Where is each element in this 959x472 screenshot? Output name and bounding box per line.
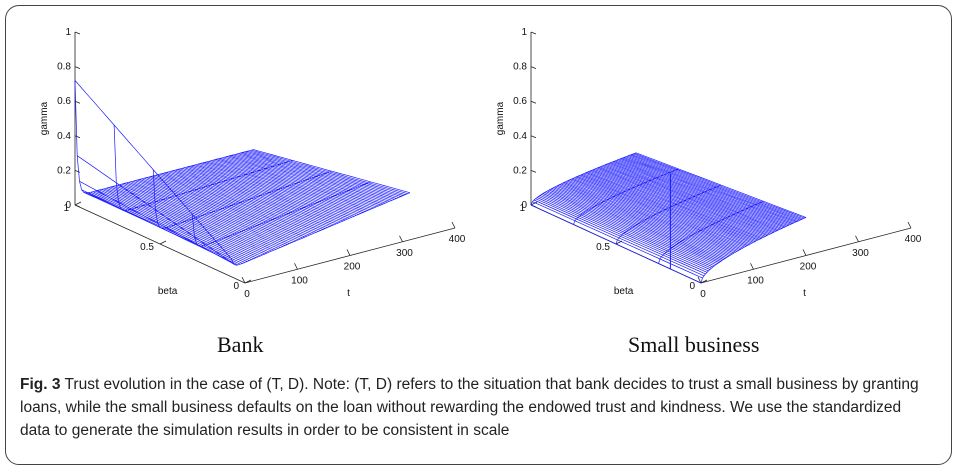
- gamma-tick-label: 0.4: [513, 131, 527, 142]
- gamma-tick-label: 0.8: [57, 62, 71, 73]
- beta-tick: [159, 240, 167, 245]
- mesh-line-beta: [658, 200, 764, 264]
- mesh-line-beta: [573, 168, 679, 225]
- t-tick: [750, 263, 754, 270]
- t-tick: [241, 276, 246, 284]
- t-tick-label: 200: [344, 262, 361, 273]
- bank-panel-title: Bank: [217, 332, 264, 357]
- mesh-line-beta: [191, 181, 371, 247]
- t-axis-label: t: [347, 288, 350, 299]
- small-business-chart: 00.20.40.60.8100.510100200300400gammabet…: [495, 27, 922, 300]
- figure-caption: Fig. 3 Trust evolution in the case of (T…: [20, 373, 935, 442]
- beta-tick-label: 0: [233, 281, 239, 292]
- gamma-tick-label: 0: [521, 200, 527, 211]
- beta-tick: [530, 201, 538, 206]
- beta-tick: [700, 279, 708, 284]
- figure-label: Fig. 3: [20, 376, 61, 393]
- beta-tick-label: 1: [519, 203, 525, 214]
- beta-axis-label: beta: [614, 286, 634, 297]
- gamma-tick-label: 0: [65, 200, 71, 211]
- t-tick-label: 0: [700, 289, 706, 300]
- gamma-tick-label: 0.2: [513, 165, 527, 176]
- small-business-panel-title: Small business: [628, 332, 760, 357]
- gamma-tick-label: 1: [521, 27, 527, 38]
- beta-tick: [244, 279, 252, 284]
- mesh-line-beta: [615, 184, 722, 245]
- gamma-tick-label: 0.2: [57, 165, 71, 176]
- t-tick: [399, 235, 403, 242]
- t-tick-label: 200: [800, 262, 817, 273]
- t-tick: [697, 276, 702, 284]
- gamma-axis-label: gamma: [495, 101, 506, 135]
- t-tick-label: 300: [852, 248, 869, 259]
- gamma-tick: [74, 204, 81, 208]
- t-tick: [855, 235, 859, 242]
- gamma-tick: [530, 66, 537, 69]
- gamma-tick: [74, 66, 81, 69]
- bank-chart: 00.20.40.60.8100.510100200300400gammabet…: [39, 27, 466, 300]
- t-axis-label: t: [803, 288, 806, 299]
- t-tick: [451, 221, 456, 229]
- gamma-tick-label: 1: [65, 27, 71, 38]
- beta-tick: [74, 201, 82, 206]
- gamma-tick: [530, 135, 537, 139]
- gamma-axis-label: gamma: [39, 101, 50, 135]
- beta-axis-label: beta: [158, 286, 178, 297]
- mesh-line-beta: [231, 192, 411, 266]
- surface-mesh: [74, 80, 411, 266]
- mesh-line-beta: [700, 217, 807, 284]
- figure-caption-text: Trust evolution in the case of (T, D). N…: [20, 376, 919, 439]
- gamma-tick: [530, 31, 537, 35]
- t-tick: [802, 249, 807, 256]
- t-tick-label: 300: [396, 248, 413, 259]
- gamma-tick-label: 0.6: [513, 96, 527, 107]
- surface-mesh: [530, 152, 807, 284]
- t-tick-label: 400: [905, 234, 922, 245]
- mesh-line-beta: [74, 80, 254, 194]
- gamma-tick: [530, 100, 537, 104]
- mesh-line-beta: [530, 152, 637, 206]
- beta-tick-label: 1: [63, 203, 69, 214]
- beta-tick-label: 0: [689, 281, 695, 292]
- t-tick: [346, 249, 351, 256]
- t-tick-label: 100: [747, 275, 764, 286]
- gamma-tick-label: 0.6: [57, 96, 71, 107]
- gamma-tick: [74, 31, 81, 35]
- t-tick-label: 400: [449, 234, 466, 245]
- t-tick: [907, 221, 912, 229]
- t-tick-label: 0: [244, 289, 250, 300]
- gamma-tick: [530, 170, 537, 173]
- gamma-tick-label: 0.4: [57, 131, 71, 142]
- beta-tick-label: 0.5: [140, 242, 154, 253]
- t-tick: [294, 263, 298, 270]
- t-tick-label: 100: [291, 275, 308, 286]
- gamma-tick: [74, 170, 81, 173]
- mesh-line-beta: [113, 124, 293, 211]
- gamma-tick: [74, 135, 81, 139]
- beta-tick-label: 0.5: [596, 242, 610, 253]
- mesh-line-beta: [152, 169, 332, 229]
- figure-frame: [5, 5, 952, 465]
- gamma-tick-label: 0.8: [513, 62, 527, 73]
